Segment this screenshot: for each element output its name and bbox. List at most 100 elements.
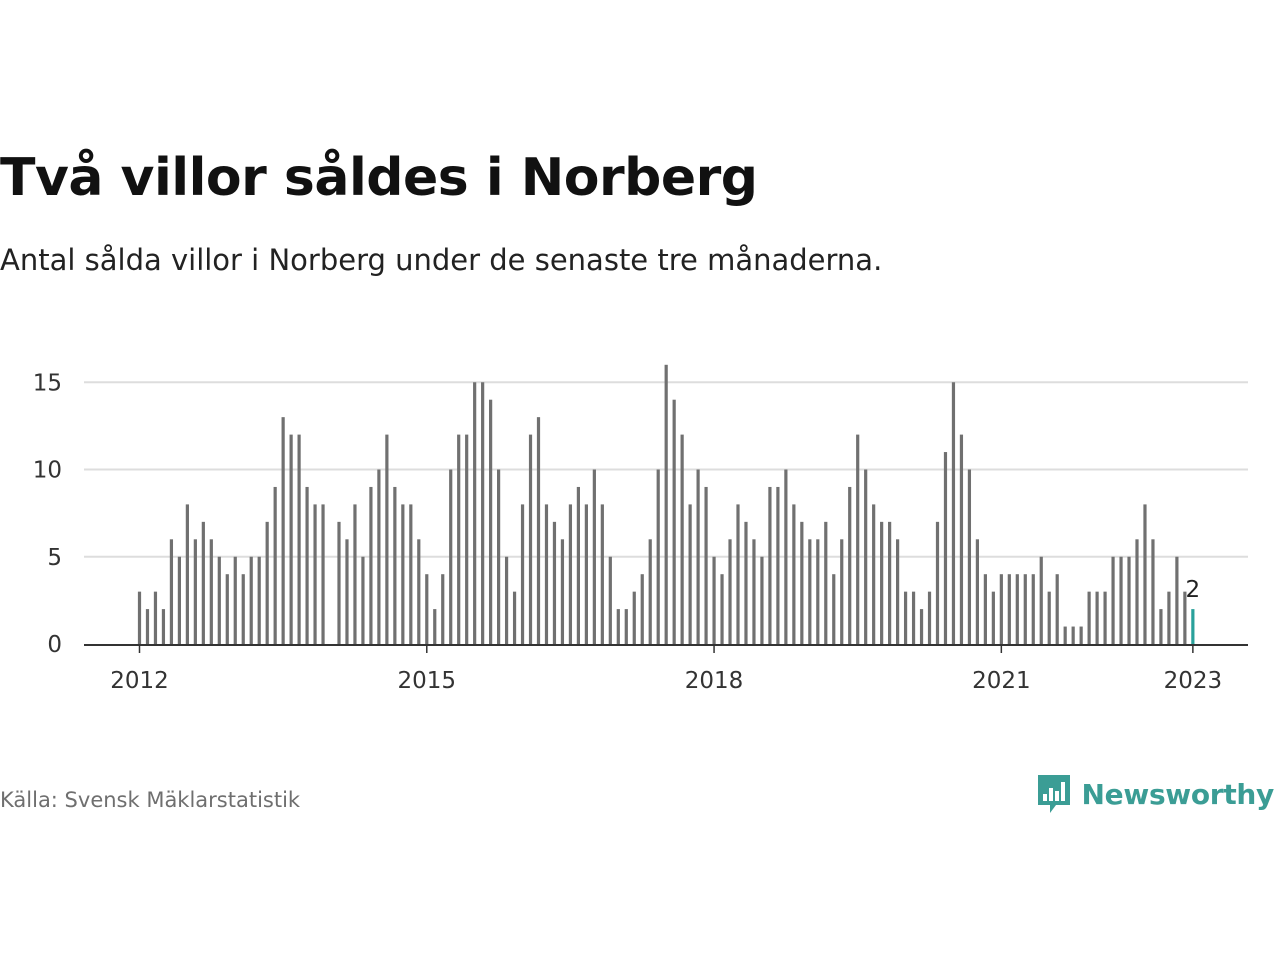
bar bbox=[385, 434, 389, 644]
bar bbox=[1119, 556, 1123, 644]
bar bbox=[999, 574, 1003, 644]
bar bbox=[856, 434, 860, 644]
bar bbox=[321, 504, 325, 644]
bar bbox=[401, 504, 405, 644]
bar bbox=[736, 504, 740, 644]
bar bbox=[927, 591, 932, 644]
bar bbox=[592, 469, 596, 644]
bar bbox=[552, 521, 557, 644]
bar bbox=[281, 417, 285, 644]
bar bbox=[935, 521, 940, 644]
bar bbox=[241, 574, 245, 644]
bar bbox=[417, 539, 421, 644]
bar bbox=[137, 591, 142, 644]
bar bbox=[1175, 556, 1179, 644]
x-tick-label: 2012 bbox=[110, 668, 169, 694]
bar bbox=[1183, 591, 1187, 644]
bar bbox=[1015, 574, 1019, 644]
bar bbox=[648, 539, 652, 644]
bar bbox=[369, 486, 373, 644]
y-axis-ticks: 0 5 10 15 bbox=[33, 370, 62, 658]
bar bbox=[217, 556, 221, 644]
bar bbox=[903, 591, 908, 644]
bar bbox=[600, 504, 604, 644]
bar bbox=[289, 434, 293, 644]
bar bbox=[943, 452, 948, 644]
bars bbox=[137, 364, 1195, 644]
bar bbox=[744, 521, 748, 644]
bar bbox=[848, 486, 852, 644]
bar bbox=[161, 609, 166, 644]
bar bbox=[512, 591, 517, 644]
bar bbox=[975, 539, 979, 644]
x-tick-label: 2018 bbox=[685, 668, 744, 694]
bar bbox=[457, 434, 461, 644]
highlight-value-label: 2 bbox=[1186, 577, 1201, 603]
bar bbox=[1111, 556, 1115, 644]
bar bbox=[967, 469, 972, 644]
bar bbox=[1167, 591, 1171, 644]
bar bbox=[768, 486, 772, 644]
bar bbox=[1071, 626, 1075, 644]
bar bbox=[353, 504, 357, 644]
bar bbox=[1055, 574, 1059, 644]
bar bbox=[1143, 504, 1147, 644]
bar bbox=[824, 521, 828, 644]
bar bbox=[201, 521, 205, 644]
bar bbox=[249, 556, 253, 644]
chart-title: Två villor såldes i Norberg bbox=[0, 148, 758, 208]
bar bbox=[792, 504, 796, 644]
bar bbox=[584, 504, 588, 644]
bar bbox=[672, 399, 676, 644]
bar bbox=[536, 417, 541, 644]
bar bbox=[888, 521, 892, 644]
bar bbox=[688, 504, 692, 644]
bar bbox=[1135, 539, 1139, 644]
bar bbox=[153, 591, 158, 644]
bar bbox=[361, 556, 365, 644]
x-tick-label: 2015 bbox=[398, 668, 457, 694]
bar bbox=[1039, 556, 1043, 644]
bar bbox=[832, 574, 836, 644]
bar bbox=[225, 574, 229, 644]
bar bbox=[640, 574, 644, 644]
bar bbox=[568, 504, 573, 644]
bar bbox=[1159, 609, 1163, 644]
bar bbox=[185, 504, 189, 644]
bar bbox=[656, 469, 660, 644]
bar bbox=[209, 539, 213, 644]
bar bbox=[1095, 591, 1099, 644]
y-tick-label: 10 bbox=[33, 458, 62, 484]
x-axis: 2012 2015 2018 2021 2023 bbox=[84, 644, 1248, 694]
bar bbox=[1151, 539, 1155, 644]
bar bbox=[1007, 574, 1011, 644]
bar bbox=[489, 399, 493, 644]
bar bbox=[1063, 626, 1067, 644]
bar bbox=[1079, 626, 1083, 644]
newsworthy-chart-bubble-icon bbox=[1037, 775, 1070, 813]
bar bbox=[345, 539, 349, 644]
bar bbox=[704, 486, 708, 644]
bar bbox=[1103, 591, 1107, 644]
bar bbox=[728, 539, 732, 644]
x-tick-label: 2021 bbox=[972, 668, 1031, 694]
bar-highlight bbox=[1191, 609, 1195, 644]
bar bbox=[760, 556, 764, 644]
bar bbox=[560, 539, 565, 644]
bar bbox=[441, 574, 445, 644]
bar bbox=[297, 434, 301, 644]
bar bbox=[433, 609, 437, 644]
bar bbox=[712, 556, 716, 644]
bar bbox=[504, 556, 509, 644]
bar bbox=[720, 574, 724, 644]
bar bbox=[680, 434, 684, 644]
bar bbox=[784, 469, 788, 644]
bar bbox=[808, 539, 812, 644]
bar bbox=[632, 591, 636, 644]
bar bbox=[896, 539, 900, 644]
value-labels: 2 bbox=[1186, 577, 1201, 603]
bar bbox=[911, 591, 916, 644]
bar bbox=[473, 382, 477, 644]
bar bbox=[193, 539, 197, 644]
bar bbox=[959, 434, 964, 644]
